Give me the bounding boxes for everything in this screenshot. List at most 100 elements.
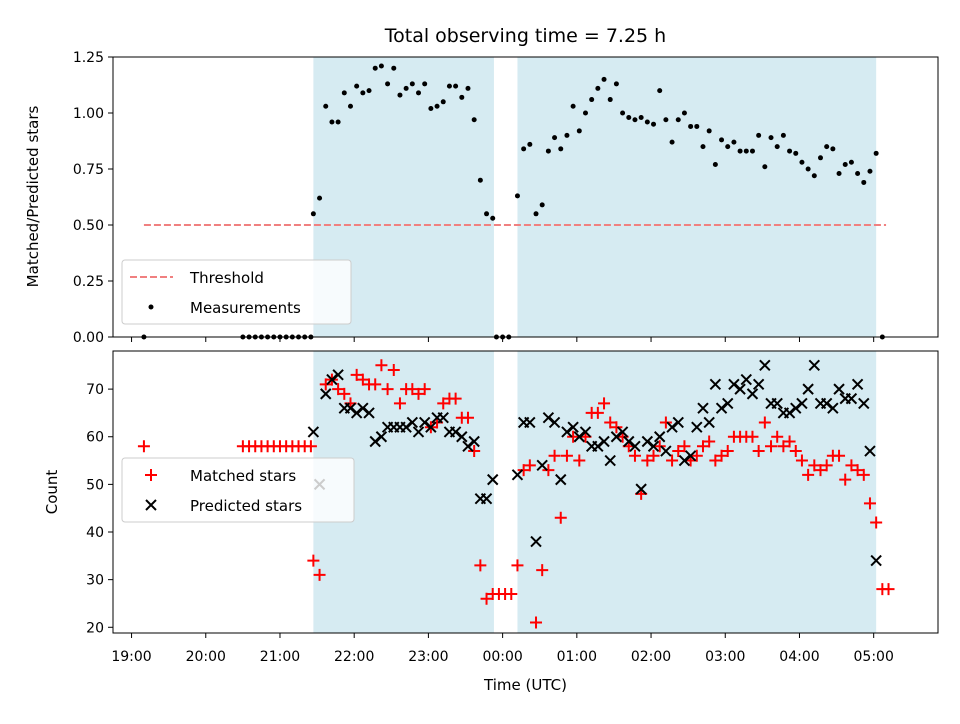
predicted-star-marker xyxy=(468,435,480,448)
matched-star-marker xyxy=(548,449,561,462)
matched-star-marker xyxy=(833,449,846,462)
predicted-star-marker xyxy=(715,402,728,414)
predicted-star-marker xyxy=(790,402,802,414)
predicted-star-marker xyxy=(579,426,592,438)
x-tick-label: 05:00 xyxy=(854,649,894,665)
bottom-axes-frame xyxy=(112,350,939,634)
predicted-star-marker xyxy=(326,373,338,386)
predicted-star-marker xyxy=(635,483,647,495)
predicted-star-marker xyxy=(734,383,746,395)
matched-star-marker xyxy=(721,445,734,458)
bottom-y-tick-label: 50 xyxy=(86,477,104,493)
predicted-star-marker xyxy=(555,473,567,486)
measurement-point xyxy=(768,135,774,141)
top-axes-frame xyxy=(112,56,939,338)
matched-star-marker xyxy=(523,459,536,472)
predicted-star-marker xyxy=(548,416,561,429)
matched-star-marker xyxy=(304,440,317,453)
predicted-star-marker xyxy=(487,473,499,486)
matched-star-marker xyxy=(307,554,320,567)
measurement-point xyxy=(490,215,496,221)
matched-star-marker xyxy=(851,464,864,477)
measurement-point xyxy=(323,103,329,109)
predicted-star-marker xyxy=(418,416,431,429)
predicted-star-marker xyxy=(660,445,672,457)
predicted-star-marker xyxy=(375,431,388,443)
measurement-point xyxy=(422,81,428,87)
matched-star-marker xyxy=(604,416,617,429)
matched-star-marker xyxy=(369,378,382,391)
predicted-star-marker xyxy=(524,416,536,429)
measurement-point xyxy=(700,144,706,150)
measurement-point xyxy=(749,148,755,154)
measurement-point xyxy=(601,76,607,82)
predicted-star-marker xyxy=(691,421,703,433)
predicted-star-marker xyxy=(629,440,641,452)
x-tick-label: 00:00 xyxy=(482,649,522,665)
bottom-y-tick-label: 70 xyxy=(86,382,104,398)
measurement-point xyxy=(780,132,786,138)
measurement-point xyxy=(354,83,360,89)
matched-star-marker xyxy=(567,430,580,443)
predicted-star-marker xyxy=(320,388,332,400)
top-y-ticks: 0.00 0.25 0.50 0.75 1.00 1.25 xyxy=(73,50,113,346)
predicted-star-marker xyxy=(771,397,783,410)
measurement-point xyxy=(347,103,353,109)
legend-predicted-label: Predicted stars xyxy=(190,497,302,515)
legend-matched-label: Matched stars xyxy=(190,467,296,485)
matched-star-marker xyxy=(511,559,524,572)
matched-star-marker xyxy=(505,587,518,600)
predicted-star-marker xyxy=(616,426,629,438)
measurement-point xyxy=(663,117,669,123)
measurement-point xyxy=(434,103,440,109)
top-y-tick-label: 0.00 xyxy=(73,330,104,346)
legend-measurements-swatch xyxy=(148,304,154,310)
predicted-star-marker xyxy=(598,435,610,448)
matched-star-marker xyxy=(542,464,555,477)
measurement-point xyxy=(397,92,403,98)
predicted-star-marker xyxy=(561,426,573,438)
predicted-star-marker xyxy=(746,388,759,400)
matched-star-marker xyxy=(690,449,703,462)
measurement-point xyxy=(514,193,520,199)
matched-star-marker xyxy=(703,435,716,448)
matched-star-marker xyxy=(375,359,388,372)
bottom-panel: 20 30 40 50 60 70 19:00 20:00 21:00 22:00 23:00 00… xyxy=(43,350,939,694)
bottom-y-axis-label: Count xyxy=(43,470,61,515)
matched-star-marker xyxy=(814,464,827,477)
predicted-star-marker xyxy=(845,392,858,405)
measurement-point xyxy=(329,119,335,125)
measurement-point xyxy=(576,128,582,134)
matched-star-marker xyxy=(777,440,790,453)
measurement-point xyxy=(626,114,632,120)
predicted-star-marker xyxy=(752,378,765,391)
measurement-point xyxy=(564,132,570,138)
predicted-star-marker xyxy=(357,402,369,414)
measurement-point xyxy=(694,123,700,129)
predicted-star-marker xyxy=(369,435,381,448)
predicted-star-marker xyxy=(567,421,579,433)
measurement-point xyxy=(787,148,793,154)
predicted-star-marker xyxy=(740,373,752,386)
x-tick-label: 02:00 xyxy=(631,649,671,665)
measurement-point xyxy=(817,155,823,161)
predicted-star-marker xyxy=(462,440,474,452)
measurement-point xyxy=(675,117,681,123)
predicted-star-marker xyxy=(672,416,684,429)
predicted-star-marker xyxy=(623,435,635,448)
measurement-point xyxy=(545,148,551,154)
measurement-point xyxy=(799,159,805,165)
measurement-point xyxy=(756,132,762,138)
bottom-y-tick-label: 20 xyxy=(86,620,104,636)
top-shaded-interval xyxy=(517,57,877,337)
matched-star-marker xyxy=(758,416,771,429)
predicted-star-marker xyxy=(722,397,734,410)
matched-star-marker xyxy=(666,454,679,467)
measurement-point xyxy=(712,162,718,168)
measurement-point xyxy=(607,97,613,103)
measurement-point xyxy=(706,128,712,134)
measurement-point xyxy=(805,166,811,172)
measurement-point xyxy=(774,144,780,150)
measurement-point xyxy=(848,159,854,165)
